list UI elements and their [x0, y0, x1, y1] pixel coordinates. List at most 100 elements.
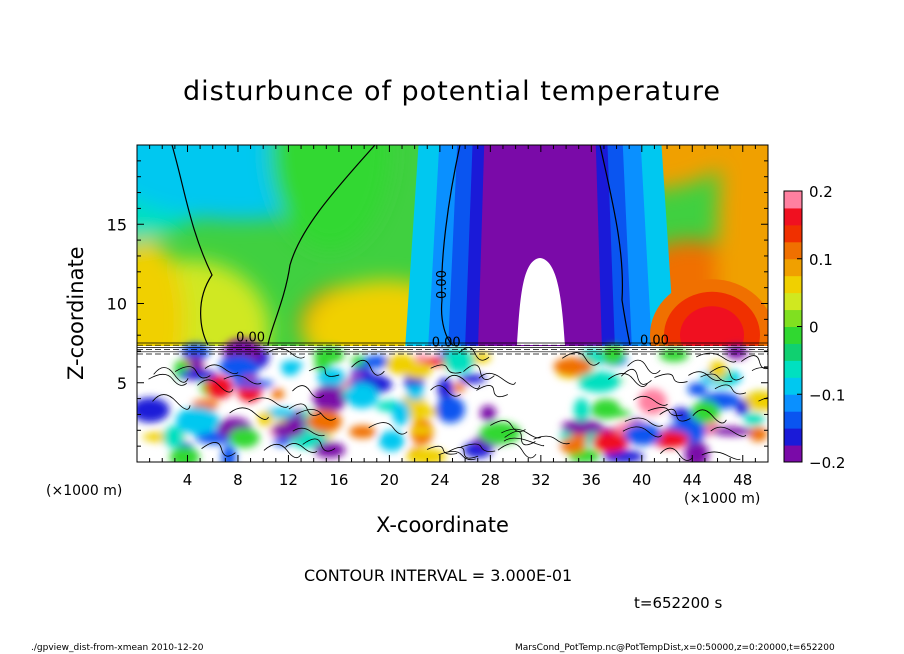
x-unit-label-left: (×1000 m)	[46, 483, 123, 499]
turbulence-blob	[271, 388, 285, 400]
turbulence-contour	[351, 359, 385, 376]
zero-contour-line	[599, 145, 631, 346]
turbulence-blob	[479, 421, 521, 445]
contour-label: 0.00	[640, 334, 669, 349]
turbulence-blob	[553, 357, 593, 376]
turbulence-contour	[700, 373, 733, 382]
x-tick-label: 44	[683, 471, 702, 489]
x-tick-label: 8	[233, 471, 243, 489]
colorbar-swatch	[784, 224, 802, 243]
turbulence-contour	[478, 372, 516, 385]
turbulence-blob	[659, 348, 689, 362]
turbulence-blob	[314, 442, 346, 458]
turbulence-contour	[223, 375, 262, 385]
colorbar-swatch	[784, 275, 802, 294]
lower-layer	[137, 338, 768, 462]
y-tick-label: 15	[107, 215, 127, 234]
turbulence-blob	[422, 357, 451, 367]
turbulence-blob	[345, 382, 379, 409]
turbulence-blob	[137, 397, 170, 423]
turbulence-blob	[561, 419, 604, 434]
turbulence-contour	[561, 352, 600, 366]
turbulence-contour	[201, 442, 236, 457]
footer-script-info: ./gpview_dist-from-xmean 2010-12-20	[31, 643, 204, 653]
cold-column-core	[517, 258, 565, 345]
turbulence-blob	[435, 396, 465, 423]
x-axis-label: X-coordinate	[376, 513, 509, 537]
y-axis-label: Z-coordinate	[64, 246, 88, 380]
turbulence-blob	[403, 362, 432, 379]
zero-contour-line	[171, 145, 213, 346]
x-tick-label: 24	[430, 471, 449, 489]
turbulence-contour	[458, 347, 490, 361]
turbulence-blob	[708, 361, 727, 380]
turbulence-contour	[654, 373, 688, 383]
turbulence-blob	[230, 379, 275, 388]
turbulence-blob	[670, 407, 692, 420]
x-tick-label: 20	[380, 471, 399, 489]
turbulence-blob	[577, 371, 620, 393]
x-tick-label: 28	[481, 471, 500, 489]
turbulence-blob	[691, 400, 720, 424]
y-tick-label: 5	[117, 374, 127, 393]
turbulence-contour	[152, 394, 191, 410]
turbulence-contour	[714, 384, 747, 395]
y-axis: 5 10 15	[107, 160, 768, 447]
turbulence-blob	[687, 382, 708, 396]
time-stamp: t=652200 s	[634, 594, 723, 612]
turbulence-contour	[285, 443, 318, 453]
turbulence-contour	[633, 395, 668, 406]
turbulence-contour	[607, 373, 648, 387]
colorbar-swatch	[784, 326, 802, 344]
turbulence-contour	[153, 367, 189, 383]
colorbar-tick-label: −0.2	[809, 454, 845, 472]
turbulence-blob	[480, 405, 497, 422]
turbulence-contour	[302, 438, 336, 452]
turbulence-contour	[688, 371, 722, 381]
turbulence-blob	[601, 344, 625, 365]
turbulence-contour	[701, 451, 741, 460]
colorbar-swatch	[784, 258, 802, 277]
turbulence-blob	[281, 364, 299, 376]
turbulence-blob	[221, 444, 237, 462]
turbulence-contour	[659, 408, 691, 422]
turbulence-blob	[590, 409, 632, 418]
x-tick-label: 12	[279, 471, 298, 489]
turbulence-contour	[476, 385, 508, 398]
colorbar-swatch	[784, 207, 802, 226]
colorbar-swatch	[784, 309, 802, 327]
turbulence-contour	[503, 437, 545, 447]
colorbar-swatch	[784, 360, 802, 378]
turbulence-contour	[174, 366, 211, 379]
turbulence-blob	[312, 385, 347, 413]
contour-label: 0.00	[236, 331, 265, 346]
chart-title: disturbunce of potential temperature	[183, 76, 721, 107]
y-tick-label: 10	[107, 295, 127, 314]
colorbar-swatch	[784, 292, 802, 311]
turbulence-contour	[460, 443, 496, 452]
x-unit-label-right: (×1000 m)	[684, 491, 761, 507]
turbulence-blob	[406, 385, 424, 401]
turbulence-blob	[410, 399, 423, 424]
turbulence-blob	[349, 425, 376, 439]
colorbar: 0.2 0.1 0 −0.1 −0.2	[783, 183, 845, 472]
turbulence-blob	[273, 437, 291, 447]
turbulence-contour	[368, 422, 408, 435]
turbulence-blob	[592, 431, 629, 454]
turbulence-contour	[248, 397, 289, 408]
zero-contour-line	[267, 145, 376, 346]
potential-temperature-field: 0.00 0.00 0.00 0.00	[137, 145, 768, 462]
colorbar-tick-label: 0.2	[809, 183, 833, 201]
turbulence-blob	[452, 383, 466, 393]
colorbar-tick-label: 0.1	[809, 251, 833, 269]
turbulence-contour	[308, 366, 340, 377]
turbulence-blob	[219, 355, 258, 378]
turbulence-blob	[624, 423, 662, 446]
turbulence-blob	[392, 400, 411, 426]
footer-data-source: MarsCond_PotTemp.nc@PotTempDist,x=0:5000…	[515, 643, 835, 653]
contour-label: 0.00	[435, 270, 450, 299]
x-tick-label: 36	[582, 471, 601, 489]
turbulence-contour	[501, 428, 542, 439]
turbulence-contour	[197, 379, 234, 393]
